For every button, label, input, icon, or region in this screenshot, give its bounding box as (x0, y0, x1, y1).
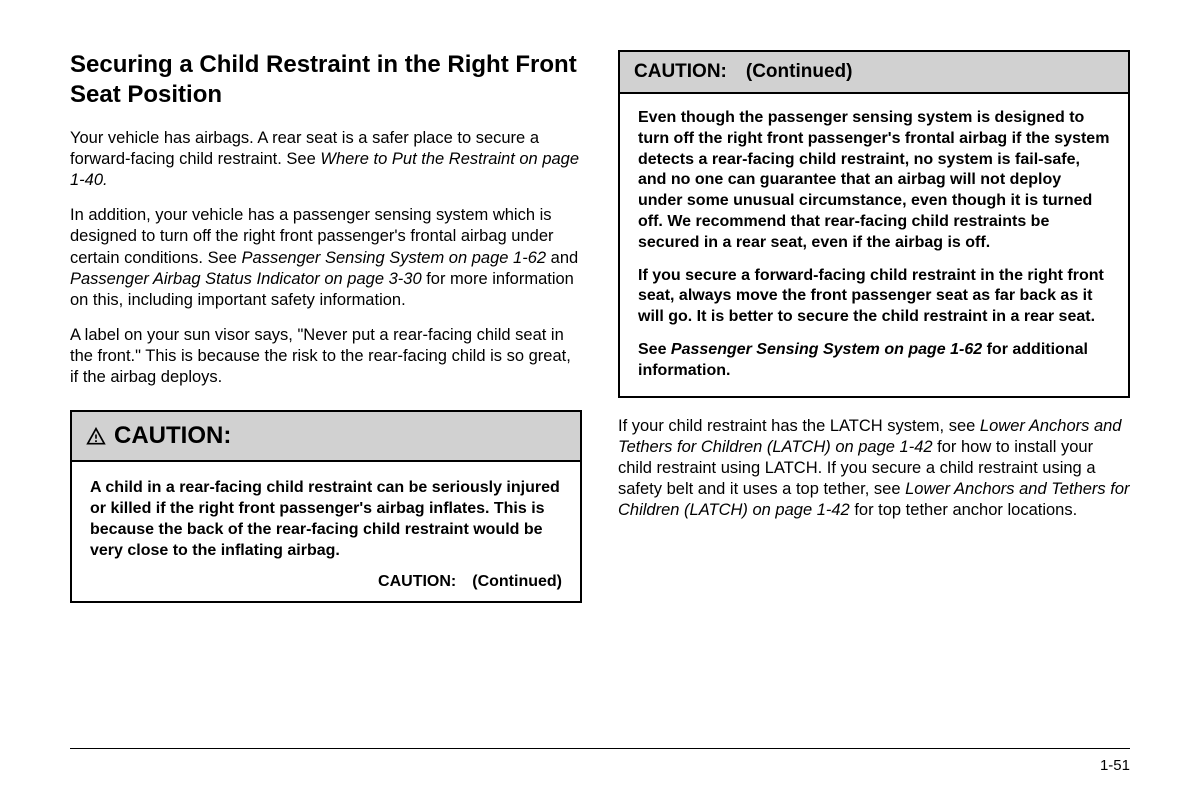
cross-ref: Passenger Sensing System on page 1-62 (671, 341, 982, 358)
caution-body: Even though the passenger sensing system… (620, 94, 1128, 396)
caution-box-1: CAUTION: A child in a rear-facing child … (70, 410, 582, 603)
caution-box-2: CAUTION: (Continued) Even though the pas… (618, 50, 1130, 398)
page-footer: 1-51 (70, 748, 1130, 774)
warning-triangle-icon (86, 426, 106, 446)
text: for top tether anchor locations. (850, 501, 1077, 519)
left-column: Securing a Child Restraint in the Right … (70, 50, 582, 730)
caution-text-2: If you secure a forward-facing child res… (638, 266, 1110, 328)
intro-paragraph-1: Your vehicle has airbags. A rear seat is… (70, 128, 582, 191)
caution-body: A child in a rear-facing child restraint… (72, 462, 580, 601)
intro-paragraph-3: A label on your sun visor says, "Never p… (70, 325, 582, 388)
caution-title: CAUTION: (114, 422, 231, 450)
caution-text-1: Even though the passenger sensing system… (638, 108, 1110, 254)
page-number: 1-51 (70, 757, 1130, 774)
intro-paragraph-2: In addition, your vehicle has a passenge… (70, 205, 582, 311)
text: See (638, 341, 671, 358)
caution-header: CAUTION: (72, 412, 580, 462)
section-heading: Securing a Child Restraint in the Right … (70, 50, 582, 110)
text: If your child restraint has the LATCH sy… (618, 417, 980, 435)
latch-paragraph: If your child restraint has the LATCH sy… (618, 416, 1130, 522)
caution-continued-header: CAUTION: (Continued) (620, 52, 1128, 94)
caution-continued-label: CAUTION: (Continued) (90, 573, 562, 591)
text: and (546, 249, 578, 267)
cross-ref: Passenger Sensing System on page 1-62 (242, 249, 547, 267)
caution-text: A child in a rear-facing child restraint… (90, 478, 562, 561)
right-column: CAUTION: (Continued) Even though the pas… (618, 50, 1130, 730)
cross-ref: Passenger Airbag Status Indicator on pag… (70, 270, 422, 288)
manual-page: Securing a Child Restraint in the Right … (70, 50, 1130, 730)
caution-see-ref: See Passenger Sensing System on page 1-6… (638, 340, 1110, 382)
footer-rule (70, 748, 1130, 749)
